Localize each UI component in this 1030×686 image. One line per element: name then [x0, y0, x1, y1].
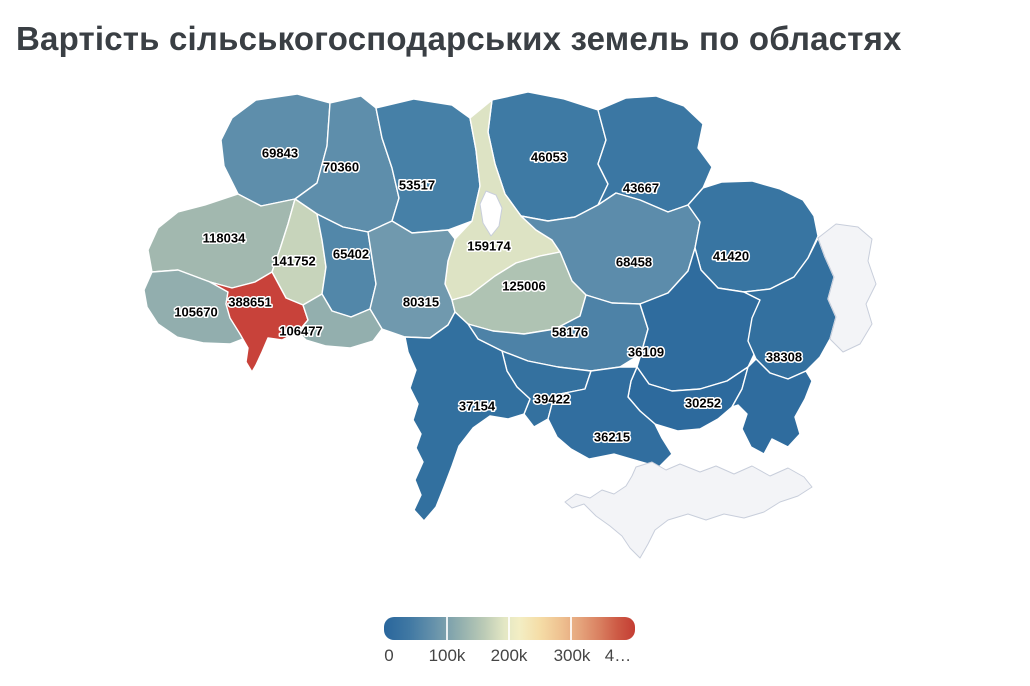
- region-luhansk_east: [817, 223, 877, 353]
- chart-title: Вартість сільськогосподарських земель по…: [16, 20, 902, 57]
- legend-label-200k: 200k: [490, 646, 528, 665]
- legend-gradient-bar: [384, 617, 635, 640]
- region-vinnytsia[interactable]: [367, 220, 456, 339]
- region-kyiv_city: [479, 190, 503, 237]
- region-crimea: [564, 461, 813, 559]
- legend-label-0: 0: [384, 646, 394, 665]
- region-zhytomyr[interactable]: [375, 98, 481, 234]
- legend-tick: [570, 617, 572, 640]
- legend-label-100k: 100k: [428, 646, 466, 665]
- region-odesa[interactable]: [404, 311, 531, 522]
- legend-label-400k: 4…: [604, 646, 632, 665]
- region-ivano_frankivsk[interactable]: [209, 271, 309, 373]
- legend-tick: [446, 617, 448, 640]
- region-donetsk[interactable]: [731, 358, 813, 455]
- legend-label-300k: 300k: [553, 646, 591, 665]
- region-chernivtsi[interactable]: [297, 293, 383, 349]
- legend-tick: [508, 617, 510, 640]
